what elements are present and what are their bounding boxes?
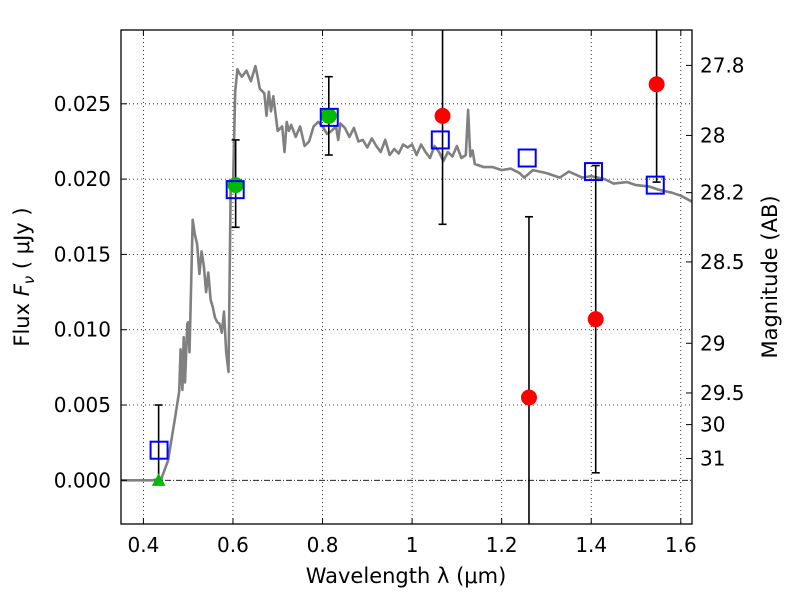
y2-axis-label: Magnitude (AB) xyxy=(758,195,782,358)
model-photometry-square xyxy=(225,180,245,200)
axes-layer xyxy=(120,29,693,525)
low-significance-point xyxy=(587,311,604,328)
x-tick-label: 1.2 xyxy=(486,533,518,557)
y-tick-label: 0.015 xyxy=(54,242,111,266)
model-spectrum-line xyxy=(121,64,693,482)
detection-point xyxy=(227,177,244,194)
detection-point xyxy=(320,107,337,124)
model-photometry-square xyxy=(583,162,603,182)
model-photometry-square xyxy=(517,148,537,168)
x-axis-label: Wavelength λ (μm) xyxy=(306,564,507,588)
y-tick-label: 0.005 xyxy=(54,393,111,417)
y2-tick-label: 28.2 xyxy=(700,181,745,205)
grid-layer xyxy=(121,30,692,524)
x-tick-label: 0.6 xyxy=(217,533,249,557)
y2-tick-label: 28 xyxy=(700,123,725,147)
x-tick-label: 1 xyxy=(406,533,419,557)
y2-tick-label: 30 xyxy=(700,413,725,437)
x-tick-label: 1.4 xyxy=(575,533,607,557)
x-tick-label: 0.4 xyxy=(127,533,159,557)
model-photometry-square xyxy=(149,440,169,460)
x-tick-label: 1.6 xyxy=(665,533,697,557)
y2-tick-label: 29.5 xyxy=(700,381,745,405)
y2-tick-label: 31 xyxy=(700,446,725,470)
y2-tick-label: 27.8 xyxy=(700,53,745,77)
y-axis-label: Flux Fν ( μJy ) xyxy=(10,207,38,346)
y-tick-label: 0.025 xyxy=(54,92,111,116)
low-significance-point xyxy=(648,76,665,93)
model-photometry-square xyxy=(430,130,450,150)
upper-limit-triangle xyxy=(151,473,166,486)
y2-tick-label: 28.5 xyxy=(700,250,745,274)
y-tick-label: 0.000 xyxy=(54,468,111,492)
y-tick-label: 0.010 xyxy=(54,318,111,342)
low-significance-point xyxy=(520,389,537,406)
marker-layer xyxy=(149,76,665,486)
low-significance-point xyxy=(434,107,451,124)
plot-frame xyxy=(120,29,693,525)
model-photometry-square xyxy=(319,107,339,127)
y2-tick-label: 29 xyxy=(700,331,725,355)
y-tick-label: 0.020 xyxy=(54,167,111,191)
spectrum-layer xyxy=(121,64,693,482)
model-photometry-square xyxy=(645,175,665,195)
x-tick-label: 0.8 xyxy=(307,533,339,557)
ticklabel-layer: 0.4 0.6 0.8 1 1.2 1.4 1.6 0.000 0.005 0.010 0.015 0… xyxy=(54,53,745,557)
